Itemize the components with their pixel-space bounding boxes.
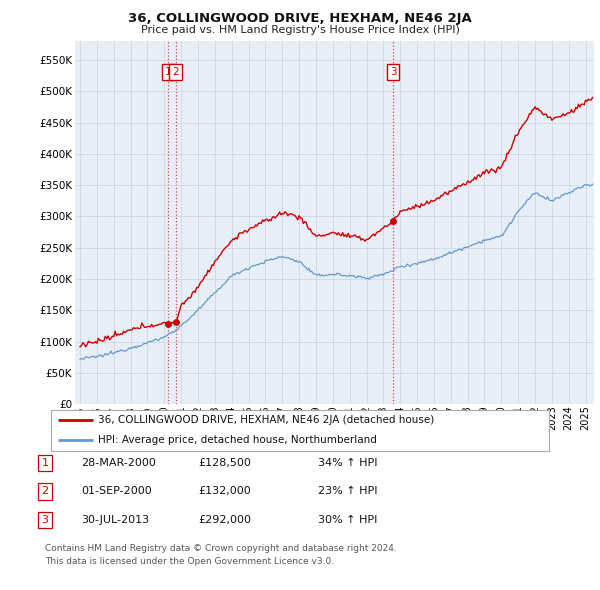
Text: £128,500: £128,500: [198, 458, 251, 468]
Text: This data is licensed under the Open Government Licence v3.0.: This data is licensed under the Open Gov…: [45, 558, 334, 566]
Text: 1: 1: [41, 458, 49, 468]
Text: 28-MAR-2000: 28-MAR-2000: [81, 458, 156, 468]
Text: £292,000: £292,000: [198, 516, 251, 525]
FancyBboxPatch shape: [50, 409, 550, 451]
Text: 3: 3: [41, 516, 49, 525]
Text: Price paid vs. HM Land Registry's House Price Index (HPI): Price paid vs. HM Land Registry's House …: [140, 25, 460, 35]
Text: 1: 1: [165, 67, 172, 77]
Text: 23% ↑ HPI: 23% ↑ HPI: [318, 487, 377, 496]
Text: 30-JUL-2013: 30-JUL-2013: [81, 516, 149, 525]
Text: HPI: Average price, detached house, Northumberland: HPI: Average price, detached house, Nort…: [98, 435, 377, 445]
Text: 2: 2: [41, 487, 49, 496]
Text: 34% ↑ HPI: 34% ↑ HPI: [318, 458, 377, 468]
Text: 36, COLLINGWOOD DRIVE, HEXHAM, NE46 2JA (detached house): 36, COLLINGWOOD DRIVE, HEXHAM, NE46 2JA …: [98, 415, 434, 425]
Text: 3: 3: [390, 67, 397, 77]
Text: 01-SEP-2000: 01-SEP-2000: [81, 487, 152, 496]
Text: 30% ↑ HPI: 30% ↑ HPI: [318, 516, 377, 525]
Text: Contains HM Land Registry data © Crown copyright and database right 2024.: Contains HM Land Registry data © Crown c…: [45, 545, 397, 553]
Text: 36, COLLINGWOOD DRIVE, HEXHAM, NE46 2JA: 36, COLLINGWOOD DRIVE, HEXHAM, NE46 2JA: [128, 12, 472, 25]
Text: 2: 2: [172, 67, 179, 77]
Text: £132,000: £132,000: [198, 487, 251, 496]
